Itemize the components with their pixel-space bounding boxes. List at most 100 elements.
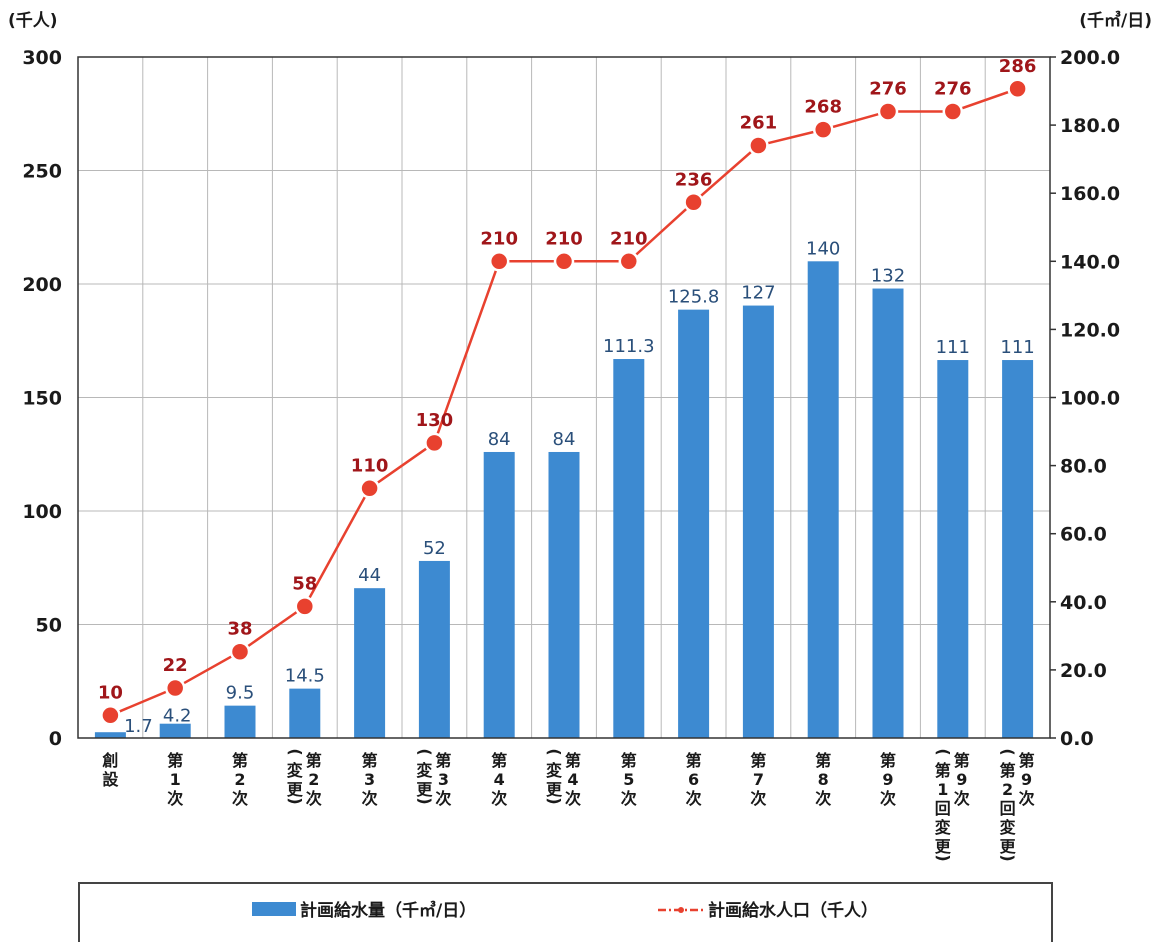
right-tick-label: 120.0	[1060, 319, 1120, 341]
bar-value-label: 127	[741, 283, 775, 304]
line-point	[359, 478, 380, 499]
line-value-label: 276	[934, 78, 972, 99]
category-label-char: 第	[621, 751, 637, 770]
line-value-label: 210	[480, 228, 518, 249]
line-point	[812, 119, 834, 140]
line-value-label: 110	[351, 455, 389, 476]
category-label-char: 創	[101, 751, 118, 770]
category-label-char: 第	[815, 751, 831, 770]
category-label-char: 2	[1002, 780, 1013, 799]
line-value-label: 286	[999, 56, 1037, 77]
category-label-char: 第	[435, 751, 451, 770]
category-label-char: 次	[621, 789, 637, 808]
bar-value-label: 132	[871, 266, 905, 287]
left-tick-label: 300	[22, 47, 62, 69]
category-label-char: 1	[170, 770, 181, 789]
bar	[937, 360, 969, 738]
category-label-char: )	[286, 797, 305, 804]
category-label-char: 5	[623, 770, 634, 789]
category-label-char: 第	[362, 751, 378, 770]
legend-line-swatch	[658, 902, 704, 916]
bar-value-label: 14.5	[285, 666, 325, 687]
category-label-char: 1	[937, 780, 948, 799]
bar	[872, 288, 904, 738]
right-tick-label: 160.0	[1060, 183, 1120, 205]
right-tick-label: 60.0	[1060, 524, 1107, 546]
line-point	[1007, 78, 1028, 100]
category-label-char: 設	[102, 770, 119, 789]
category-label-char: (	[999, 748, 1018, 755]
category-label-char: 次	[167, 789, 183, 808]
category-label-char: 変	[287, 761, 303, 780]
category-label-char: 第	[686, 751, 702, 770]
bar	[678, 309, 710, 738]
legend-bar-swatch	[252, 901, 296, 916]
category-label-char: 次	[565, 789, 581, 808]
legend-item-bar: 計画給水量（千㎥/日）	[252, 896, 476, 921]
left-tick-label: 0	[49, 728, 62, 750]
bar	[742, 305, 774, 738]
category-label-char: 6	[688, 770, 699, 789]
category-label-char: 次	[880, 789, 896, 808]
category-label-char: 7	[753, 770, 764, 789]
line-value-label: 130	[416, 410, 454, 431]
line-value-label: 210	[545, 228, 583, 249]
category-label-char: 4	[567, 770, 578, 789]
line-value-label: 58	[292, 573, 317, 594]
legend-bar-label: 計画給水量（千㎥/日）	[300, 901, 477, 921]
category-label-char: 第	[935, 761, 951, 780]
category-label-char: 次	[954, 789, 970, 808]
line-point	[164, 677, 186, 699]
line-value-label: 276	[869, 78, 907, 99]
bar-value-label: 84	[553, 429, 576, 450]
right-tick-label: 200.0	[1060, 47, 1120, 69]
bar-value-label: 4.2	[163, 706, 192, 727]
category-label-char: 次	[1019, 789, 1035, 808]
category-label-char: 更	[935, 837, 952, 856]
category-label-char: 第	[1000, 761, 1016, 780]
line-value-label: 38	[227, 619, 252, 640]
category-label-char: 9	[882, 770, 893, 789]
left-tick-label: 100	[22, 501, 62, 523]
category-label-char: 変	[546, 761, 562, 780]
bar-value-label: 140	[806, 238, 840, 259]
bar-value-label: 52	[423, 538, 446, 559]
category-label-char: 第	[750, 751, 766, 770]
right-tick-label: 40.0	[1060, 592, 1107, 614]
category-label-char: 更	[546, 780, 563, 799]
category-label-char: 第	[306, 751, 322, 770]
bar-value-label: 125.8	[668, 287, 720, 308]
category-label-char: 変	[1000, 818, 1016, 837]
bar	[159, 723, 191, 738]
category-label-char: 第	[167, 751, 183, 770]
category-label-char: (	[545, 748, 564, 755]
left-tick-label: 150	[22, 388, 62, 410]
category-label-char: 第	[491, 751, 507, 770]
category-label-char: 8	[818, 770, 829, 789]
left-tick-label: 200	[22, 274, 62, 296]
line-value-label: 10	[98, 682, 123, 703]
category-label-char: )	[999, 854, 1018, 861]
bar	[289, 688, 321, 738]
bar	[1002, 360, 1034, 738]
category-label-char: 2	[234, 770, 245, 789]
bar-series	[94, 261, 1034, 738]
axes: 0 50 100 150 200 250 300 0.0 20.0 40.0 60.0 80.0 100…	[8, 10, 1152, 750]
category-label-char: 第	[954, 751, 970, 770]
bar-value-label: 111	[936, 337, 970, 358]
line-value-label: 236	[675, 169, 713, 190]
category-label-char: 変	[416, 761, 432, 780]
category-label-char: 変	[935, 818, 951, 837]
bar-value-label: 84	[488, 429, 511, 450]
category-label-char: 回	[935, 799, 951, 818]
bar	[548, 451, 580, 738]
line-value-label: 210	[610, 228, 648, 249]
bar-value-label: 111.3	[603, 336, 655, 357]
left-tick-label: 50	[36, 615, 62, 637]
line-point	[488, 251, 510, 272]
category-label-char: (	[934, 748, 953, 755]
line-point	[748, 135, 769, 156]
legend-item-line: 計画給水人口（千人）	[658, 896, 878, 921]
bar-value-label: 44	[358, 565, 381, 586]
category-labels: 創設第1次第2次第2次(変更)第3次第3次(変更)第4次第4次(変更)第5次第6…	[101, 748, 1034, 861]
